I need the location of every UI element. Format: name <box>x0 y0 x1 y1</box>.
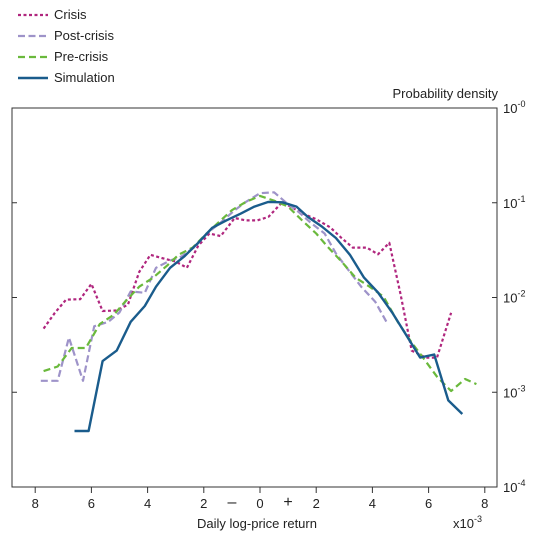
y-tick-label: 10-2 <box>503 289 525 306</box>
x-tick-label: 6 <box>425 496 432 511</box>
x-axis-label: Daily log-price return <box>197 516 317 531</box>
series-line-crisis <box>42 200 453 359</box>
x-tick-label: 0 <box>256 496 263 511</box>
x-tick-label: 4 <box>144 496 151 511</box>
x-tick-label: 2 <box>313 496 320 511</box>
x-tick-label: 4 <box>369 496 376 511</box>
series-line-pre-crisis <box>43 194 477 393</box>
legend-label-simulation: Simulation <box>54 70 115 85</box>
x-axis: 8 6 4 2 0 2 4 6 8 – + <box>32 487 488 511</box>
series-line-simulation <box>74 200 464 433</box>
y-tick-label: 10-4 <box>503 478 525 495</box>
y-axis-label: Probability density <box>393 86 499 101</box>
legend-label-crisis: Crisis <box>54 7 87 22</box>
plot-area <box>40 191 477 433</box>
x-tick-label: 8 <box>32 496 39 511</box>
y-tick-label: 10-0 <box>503 99 525 116</box>
x-sign-label: – <box>227 494 236 511</box>
x-sign-label: + <box>283 494 292 511</box>
x-tick-label: 6 <box>88 496 95 511</box>
legend-label-pre-crisis: Pre-crisis <box>54 49 109 64</box>
y-axis: 10-0 10-1 10-2 10-3 10-4 <box>12 99 525 495</box>
x-tick-label: 8 <box>481 496 488 511</box>
legend-label-post-crisis: Post-crisis <box>54 28 114 43</box>
y-tick-label: 10-1 <box>503 194 525 211</box>
x-tick-label: 2 <box>200 496 207 511</box>
legend: Crisis Post-crisis Pre-crisis Simulation <box>18 7 115 85</box>
x-multiplier-label: x10-3 <box>453 514 482 531</box>
y-tick-label: 10-3 <box>503 383 525 400</box>
